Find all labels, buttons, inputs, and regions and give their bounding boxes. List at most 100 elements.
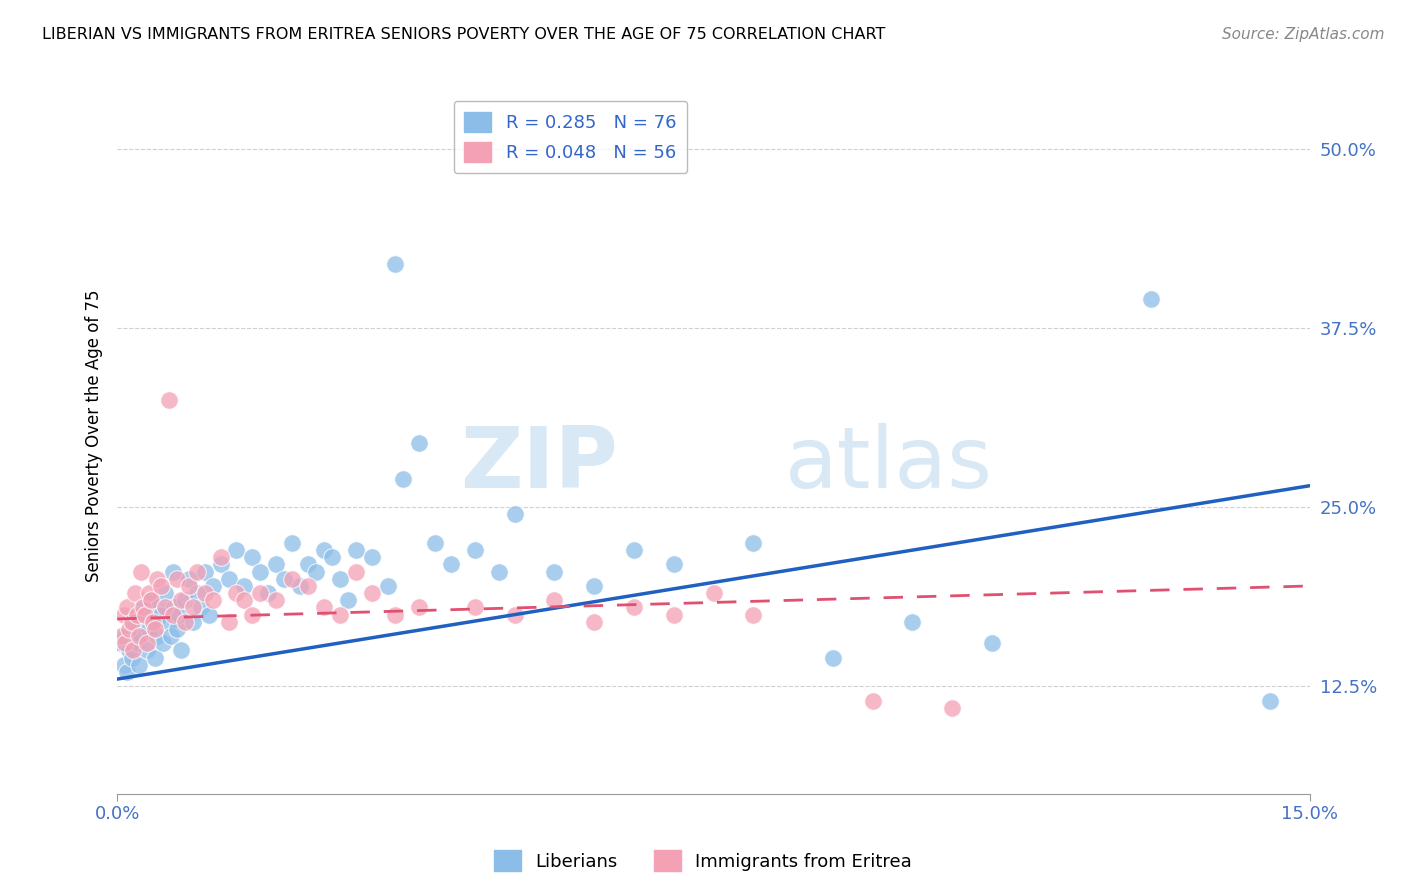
Point xyxy=(225,586,247,600)
Point xyxy=(273,572,295,586)
Point xyxy=(170,643,193,657)
Point xyxy=(173,593,195,607)
Point xyxy=(163,600,186,615)
Point xyxy=(149,579,172,593)
Point xyxy=(170,593,193,607)
Point xyxy=(112,657,135,672)
Point xyxy=(583,615,606,629)
Text: LIBERIAN VS IMMIGRANTS FROM ERITREA SENIORS POVERTY OVER THE AGE OF 75 CORRELATI: LIBERIAN VS IMMIGRANTS FROM ERITREA SENI… xyxy=(42,27,886,42)
Point xyxy=(162,565,184,579)
Point xyxy=(329,607,352,622)
Point xyxy=(136,636,159,650)
Point xyxy=(115,600,138,615)
Point xyxy=(128,629,150,643)
Point xyxy=(114,636,136,650)
Point xyxy=(148,600,170,615)
Point xyxy=(143,650,166,665)
Point xyxy=(488,565,510,579)
Point xyxy=(329,572,352,586)
Point xyxy=(980,636,1002,650)
Point xyxy=(115,665,138,679)
Point xyxy=(543,565,565,579)
Point xyxy=(440,558,463,572)
Point xyxy=(305,565,328,579)
Point xyxy=(392,471,415,485)
Y-axis label: Seniors Poverty Over the Age of 75: Seniors Poverty Over the Age of 75 xyxy=(86,289,103,582)
Point xyxy=(233,579,256,593)
Point xyxy=(139,593,162,607)
Point xyxy=(166,572,188,586)
Point xyxy=(146,572,169,586)
Point xyxy=(249,586,271,600)
Point xyxy=(425,536,447,550)
Point xyxy=(194,565,217,579)
Point xyxy=(194,586,217,600)
Point xyxy=(742,536,765,550)
Point xyxy=(360,550,382,565)
Point xyxy=(129,629,152,643)
Point xyxy=(134,607,156,622)
Point xyxy=(186,586,208,600)
Point xyxy=(142,615,165,629)
Point xyxy=(129,565,152,579)
Point xyxy=(201,593,224,607)
Point xyxy=(384,257,406,271)
Point xyxy=(408,600,430,615)
Point xyxy=(124,586,146,600)
Point xyxy=(125,636,148,650)
Point xyxy=(190,600,212,615)
Point xyxy=(344,543,367,558)
Point xyxy=(197,607,219,622)
Point xyxy=(131,600,153,615)
Point xyxy=(312,543,335,558)
Point xyxy=(134,607,156,622)
Point xyxy=(312,600,335,615)
Point xyxy=(702,586,724,600)
Point xyxy=(257,586,280,600)
Point xyxy=(233,593,256,607)
Point xyxy=(543,593,565,607)
Point xyxy=(503,508,526,522)
Point xyxy=(118,622,141,636)
Point xyxy=(288,579,311,593)
Point xyxy=(181,600,204,615)
Point xyxy=(1140,293,1163,307)
Point xyxy=(167,607,190,622)
Point xyxy=(503,607,526,622)
Point xyxy=(166,622,188,636)
Point xyxy=(138,586,160,600)
Point xyxy=(240,550,263,565)
Point xyxy=(122,643,145,657)
Point xyxy=(662,607,685,622)
Point xyxy=(157,615,180,629)
Point xyxy=(901,615,924,629)
Point xyxy=(862,693,884,707)
Point xyxy=(249,565,271,579)
Point xyxy=(124,615,146,629)
Text: atlas: atlas xyxy=(785,423,993,506)
Point xyxy=(118,643,141,657)
Point xyxy=(297,579,319,593)
Point xyxy=(131,600,153,615)
Point xyxy=(662,558,685,572)
Point xyxy=(177,579,200,593)
Point xyxy=(321,550,343,565)
Point xyxy=(181,615,204,629)
Point xyxy=(209,558,232,572)
Point xyxy=(121,615,143,629)
Point xyxy=(139,593,162,607)
Legend: Liberians, Immigrants from Eritrea: Liberians, Immigrants from Eritrea xyxy=(486,843,920,879)
Point xyxy=(225,543,247,558)
Point xyxy=(138,622,160,636)
Point xyxy=(146,629,169,643)
Point xyxy=(160,629,183,643)
Point xyxy=(177,572,200,586)
Point xyxy=(149,607,172,622)
Point xyxy=(173,615,195,629)
Point xyxy=(110,636,132,650)
Point xyxy=(941,700,963,714)
Point xyxy=(142,615,165,629)
Point xyxy=(152,636,174,650)
Point xyxy=(360,586,382,600)
Point xyxy=(623,600,645,615)
